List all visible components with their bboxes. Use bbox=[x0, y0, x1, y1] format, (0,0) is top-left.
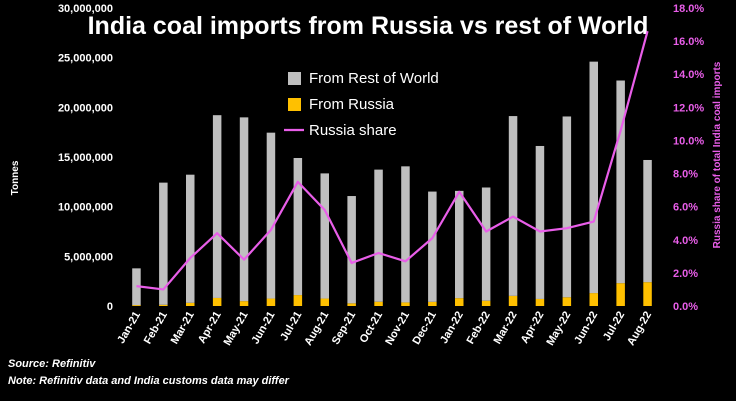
legend-label: From Russia bbox=[309, 96, 395, 113]
chart-title: India coal imports from Russia vs rest o… bbox=[88, 12, 649, 40]
y2-tick-label: 18.0% bbox=[673, 3, 704, 15]
bar-rest-of-world bbox=[562, 116, 572, 298]
x-tick-label: Mar-21 bbox=[169, 310, 197, 347]
bar-rest-of-world bbox=[320, 173, 329, 299]
bar-russia bbox=[239, 301, 249, 306]
y2-tick-label: 10.0% bbox=[673, 135, 704, 147]
source-note: Source: Refinitiv bbox=[8, 358, 96, 370]
bar-rest-of-world bbox=[293, 157, 303, 296]
y2-tick-label: 12.0% bbox=[673, 102, 704, 114]
bar-russia bbox=[347, 303, 356, 306]
bar-russia bbox=[535, 298, 545, 306]
bar-rest-of-world bbox=[508, 116, 518, 296]
x-tick-label: May-21 bbox=[222, 310, 251, 348]
bar-russia bbox=[455, 298, 464, 306]
bar-rest-of-world bbox=[589, 61, 598, 294]
y2-axis-label: Russia share of total India coal imports bbox=[712, 61, 723, 248]
y-tick-label: 5,000,000 bbox=[64, 251, 113, 263]
bar-rest-of-world bbox=[428, 191, 437, 302]
x-tick-label: Dec-21 bbox=[411, 310, 439, 347]
y2-tick-label: 16.0% bbox=[673, 36, 704, 48]
disclaimer-note: Note: Refinitiv data and India customs d… bbox=[8, 375, 289, 387]
x-tick-label: Jan-22 bbox=[438, 310, 466, 346]
x-tick-label: Apr-21 bbox=[196, 310, 224, 346]
bar-russia bbox=[481, 300, 491, 306]
x-tick-label: Jul-22 bbox=[601, 310, 627, 344]
bar-russia bbox=[212, 297, 222, 306]
bar-russia bbox=[562, 297, 572, 306]
y-tick-label: 25,000,000 bbox=[58, 53, 113, 65]
bar-rest-of-world bbox=[481, 187, 491, 301]
bar-rest-of-world bbox=[643, 159, 652, 283]
y2-tick-label: 4.0% bbox=[673, 235, 698, 247]
y2-tick-label: 6.0% bbox=[673, 202, 698, 214]
y-tick-label: 30,000,000 bbox=[58, 3, 113, 15]
y-axis-label: Tonnes bbox=[10, 160, 21, 195]
legend-swatch bbox=[288, 72, 301, 85]
legend-label: Russia share bbox=[309, 122, 397, 139]
bar-rest-of-world bbox=[266, 132, 276, 299]
bar-rest-of-world bbox=[374, 169, 383, 302]
bar-rest-of-world bbox=[535, 145, 545, 299]
bar-russia bbox=[132, 305, 141, 306]
bar-rest-of-world bbox=[186, 174, 195, 303]
y2-tick-label: 2.0% bbox=[673, 268, 698, 280]
y-tick-label: 10,000,000 bbox=[58, 202, 113, 214]
x-tick-label: Jul-21 bbox=[278, 310, 304, 344]
x-tick-label: Feb-21 bbox=[142, 310, 170, 347]
bar-russia bbox=[159, 304, 168, 306]
bar-russia bbox=[589, 293, 598, 306]
bar-russia bbox=[266, 298, 276, 306]
bar-rest-of-world bbox=[401, 166, 410, 303]
y-tick-label: 0 bbox=[107, 301, 113, 313]
x-tick-label: Sep-21 bbox=[330, 310, 358, 347]
bar-rest-of-world bbox=[616, 80, 625, 284]
bar-russia bbox=[320, 298, 329, 306]
y-tick-label: 15,000,000 bbox=[58, 152, 113, 164]
bar-rest-of-world bbox=[239, 117, 249, 302]
bar-russia bbox=[374, 301, 383, 306]
bar-rest-of-world bbox=[159, 182, 168, 305]
y2-tick-label: 14.0% bbox=[673, 69, 704, 81]
bar-rest-of-world bbox=[212, 115, 222, 298]
legend-label: From Rest of World bbox=[309, 70, 439, 87]
bar-russia bbox=[186, 302, 195, 306]
x-tick-label: Jun-21 bbox=[249, 310, 277, 347]
bar-russia bbox=[293, 295, 303, 306]
x-tick-label: Aug-21 bbox=[302, 310, 331, 348]
x-tick-label: Jan-21 bbox=[115, 310, 143, 346]
bar-russia bbox=[508, 295, 518, 306]
bar-russia bbox=[643, 282, 652, 306]
x-tick-label: Aug-22 bbox=[625, 310, 654, 348]
x-tick-label: Oct-21 bbox=[358, 310, 386, 346]
y2-tick-label: 8.0% bbox=[673, 169, 698, 181]
x-tick-label: Nov-21 bbox=[383, 310, 412, 348]
x-tick-label: Apr-22 bbox=[519, 310, 547, 346]
bar-rest-of-world bbox=[455, 190, 464, 299]
bar-russia bbox=[616, 283, 625, 306]
y-tick-label: 20,000,000 bbox=[58, 102, 113, 114]
y2-tick-label: 0.0% bbox=[673, 301, 698, 313]
bar-russia bbox=[401, 302, 410, 306]
x-tick-label: Jun-22 bbox=[572, 310, 600, 347]
bar-rest-of-world bbox=[347, 196, 356, 304]
bar-russia bbox=[428, 301, 437, 306]
russia-share-line bbox=[136, 30, 649, 291]
x-tick-label: May-22 bbox=[544, 310, 573, 348]
legend-swatch bbox=[288, 98, 301, 111]
x-tick-label: Mar-22 bbox=[492, 310, 520, 347]
x-tick-label: Feb-22 bbox=[465, 310, 493, 347]
